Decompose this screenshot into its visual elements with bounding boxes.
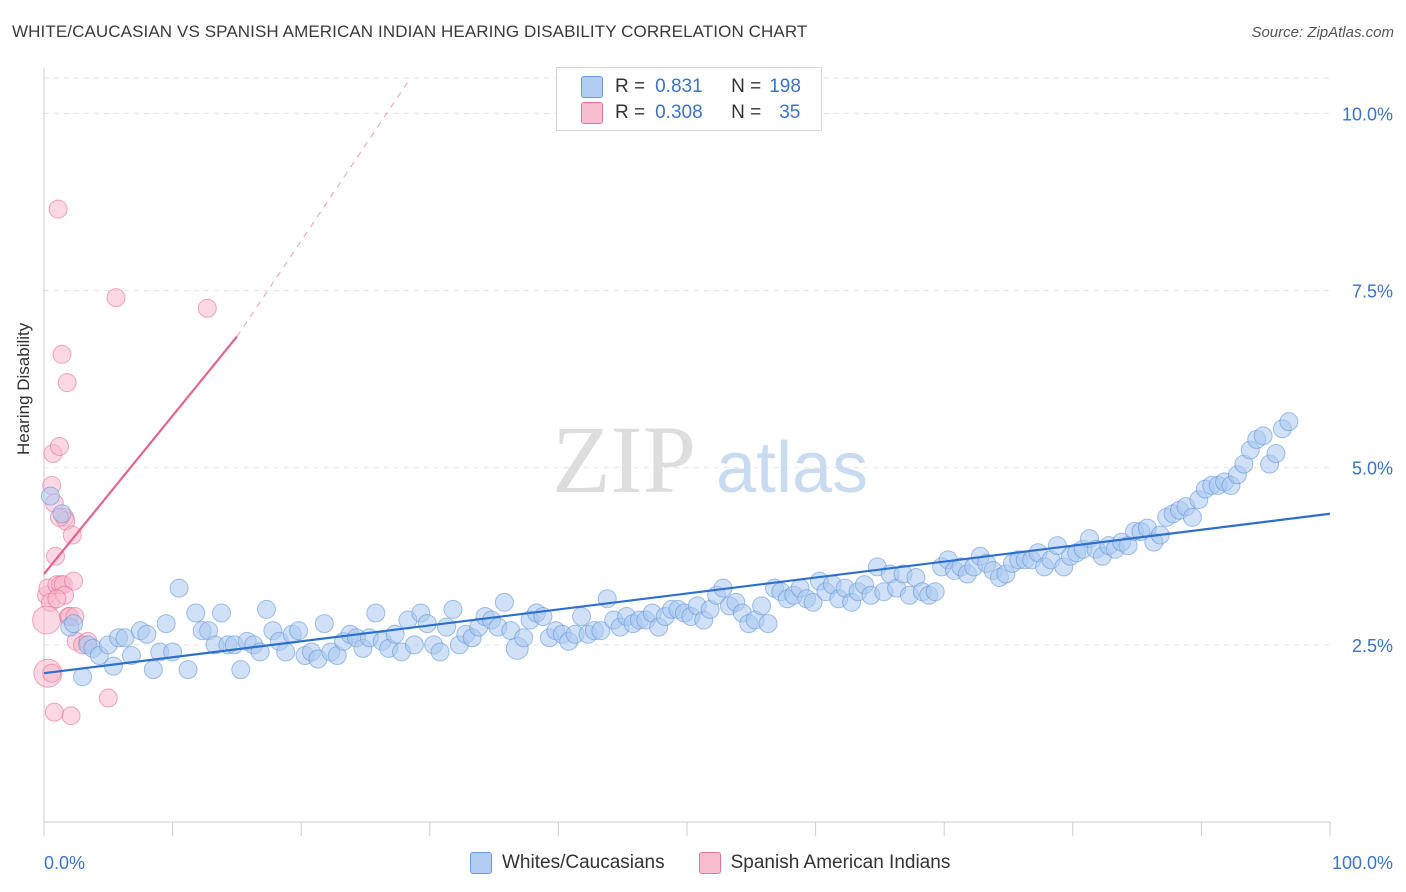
spanish-point-30	[98, 688, 118, 708]
white-point-117	[803, 592, 823, 612]
white-point-17	[156, 614, 176, 634]
chart-title: WHITE/CAUCASIAN VS SPANISH AMERICAN INDI…	[12, 22, 808, 41]
spanish-point-24	[44, 702, 64, 722]
white-trend-line	[43, 512, 1331, 675]
x-tick-label-0: 0.0%	[44, 853, 85, 873]
legend-row-whites: R = 0.831 N = 198	[581, 75, 801, 99]
spanish-point-8	[48, 199, 68, 219]
legend-swatch-whites	[470, 852, 492, 874]
white-point-69	[494, 592, 514, 612]
white-point-32	[256, 599, 276, 619]
legend-label-whites: Whites/Caucasians	[502, 852, 665, 873]
white-point-110	[758, 614, 778, 634]
white-point-57	[417, 614, 437, 634]
spanish-point-9	[49, 436, 69, 456]
white-point-60	[437, 617, 457, 637]
correlation-legend: R = 0.831 N = 198 R = 0.308 N = 35	[556, 67, 822, 131]
spanish-point-15	[57, 373, 77, 393]
white-point-176	[1182, 507, 1202, 527]
x-tick-label-1: 100.0%	[1332, 853, 1393, 873]
white-point-19	[169, 578, 189, 598]
white-point-136	[925, 582, 945, 602]
spanish-trend-extension	[236, 77, 412, 337]
white-point-187	[1253, 426, 1273, 446]
legend-row-spanish-american-indians: R = 0.308 N = 35	[581, 101, 800, 125]
spanish-point-20	[64, 571, 84, 591]
y-tick-label-1: 5.0%	[1352, 459, 1393, 479]
white-point-55	[404, 635, 424, 655]
spanish-point-34	[32, 605, 62, 635]
white-point-37	[289, 621, 309, 641]
white-point-21	[186, 603, 206, 623]
white-point-61	[443, 599, 463, 619]
legend-item-whites: Whites/Caucasians	[470, 852, 665, 874]
white-point-3	[64, 614, 84, 634]
legend-n-value: 35	[779, 102, 801, 123]
white-point-0	[40, 486, 60, 506]
white-point-4	[73, 667, 93, 687]
legend-r-label: R =	[615, 102, 646, 123]
source-label: Source: ZipAtlas.com	[1251, 24, 1394, 41]
legend-swatch-spanish-american-indians	[698, 852, 721, 874]
spanish-point-32	[197, 298, 217, 318]
legend-r-value: 0.831	[655, 76, 703, 97]
legend-n-label: N =	[731, 76, 762, 97]
white-point-109	[752, 596, 772, 616]
y-tick-label-0: 2.5%	[1352, 636, 1393, 656]
spanish-point-6	[46, 546, 66, 566]
white-point-35	[276, 642, 296, 662]
legend-n-value: 198	[769, 76, 801, 97]
white-point-49	[366, 603, 386, 623]
white-point-20	[178, 660, 198, 680]
white-point-41	[314, 614, 334, 634]
white-point-14	[137, 624, 157, 644]
watermark: ZIP atlas	[552, 406, 868, 513]
white-point-11	[115, 628, 135, 648]
white-point-28	[231, 660, 251, 680]
spanish-point-33	[47, 589, 67, 609]
white-point-1	[52, 504, 72, 524]
legend-label-spanish-american-indians: Spanish American Indians	[730, 852, 951, 873]
watermark-atlas: atlas	[716, 428, 868, 508]
white-point-59	[430, 642, 450, 662]
legend-swatch-whites	[581, 76, 603, 98]
grid-lines	[44, 77, 1330, 646]
axes	[43, 68, 1331, 836]
spanish-point-19	[62, 525, 82, 545]
legend-r-value: 0.308	[655, 102, 703, 123]
white-point-25	[211, 603, 231, 623]
y-tick-label-2: 7.5%	[1352, 282, 1393, 302]
tick-labels: 2.5% 5.0% 7.5% 10.0% 0.0% 100.0%	[44, 104, 1393, 873]
white-point-81	[572, 607, 592, 627]
white-point-12	[121, 645, 141, 665]
legend-item-spanish-american-indians: Spanish American Indians	[698, 852, 951, 874]
white-point-84	[591, 621, 611, 641]
y-tick-label-3: 10.0%	[1342, 104, 1393, 124]
series-legend: Whites/Caucasians Spanish American India…	[470, 852, 984, 874]
legend-swatch-spanish-american-indians	[581, 102, 603, 124]
white-point-72	[514, 628, 534, 648]
spanish-point-31	[106, 288, 126, 308]
legend-n-label: N =	[731, 102, 762, 123]
white-point-15	[143, 660, 163, 680]
spanish-point-18	[61, 706, 81, 726]
trend-lines	[43, 77, 1331, 675]
legend-r-label: R =	[615, 76, 646, 97]
spanish-trend-line	[43, 335, 238, 575]
white-point-189	[1266, 444, 1286, 464]
y-axis-label: Hearing Disability	[14, 322, 33, 455]
spanish-point-11	[52, 344, 72, 364]
watermark-zip: ZIP	[552, 406, 696, 513]
white-point-191	[1279, 412, 1299, 432]
